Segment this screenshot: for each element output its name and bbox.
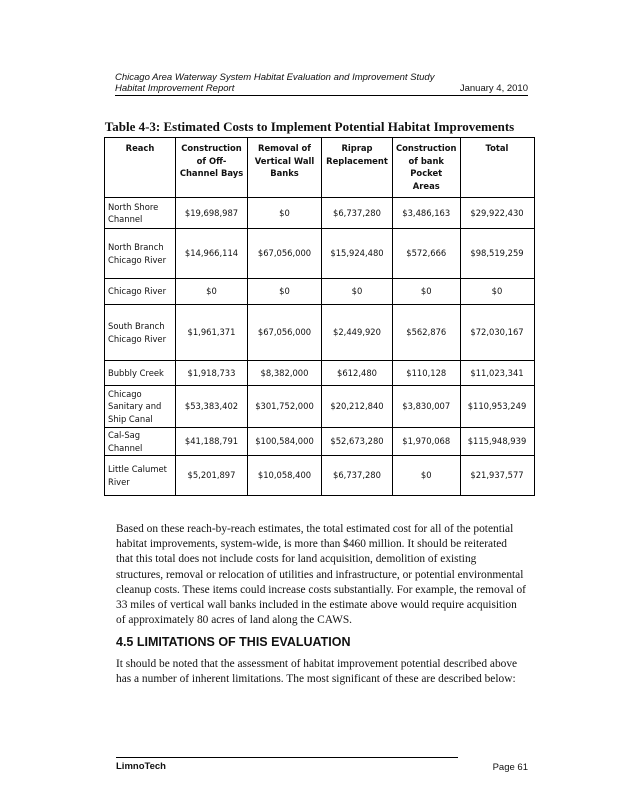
cost-cell: $1,961,371	[175, 304, 248, 361]
cost-cell: $41,188,791	[175, 427, 248, 456]
cost-cell: $67,056,000	[247, 304, 322, 361]
cost-cell: $115,948,939	[459, 427, 535, 456]
reach-name-cell: North Branch Chicago River	[104, 228, 176, 279]
footer-divider	[116, 757, 458, 758]
cost-cell: $0	[392, 455, 461, 496]
cost-cell: $0	[392, 278, 461, 305]
reach-name-cell: Chicago Sanitary and Ship Canal	[104, 385, 176, 428]
cost-cell: $21,937,577	[459, 455, 535, 496]
limitations-paragraph: It should be noted that the assessment o…	[116, 658, 518, 686]
cost-cell: $19,698,987	[175, 197, 248, 229]
cost-cell: $1,970,068	[392, 427, 461, 456]
header-divider	[115, 95, 528, 96]
table-row: North Branch Chicago River $14,966,114 $67…	[104, 228, 535, 279]
table-caption: Table 4-3: Estimated Costs to Implement …	[104, 119, 515, 134]
table-row: Bubbly Creek $1,918,733 $8,382,000 $612,480…	[104, 360, 535, 386]
cost-cell: $0	[321, 278, 393, 305]
cost-cell: $20,212,840	[321, 385, 393, 428]
cost-cell: $67,056,000	[247, 228, 322, 279]
cost-cell: $14,966,114	[175, 228, 248, 279]
cost-cell: $0	[459, 278, 535, 305]
cost-cell: $3,486,163	[392, 197, 461, 229]
cost-cell: $110,128	[392, 360, 461, 386]
cost-cell: $110,953,249	[459, 385, 535, 428]
reach-name-cell: Bubbly Creek	[104, 360, 176, 386]
report-date: January 4, 2010	[459, 83, 528, 94]
cost-cell: $6,737,280	[321, 455, 393, 496]
table-row: North Shore Channel $19,698,987 $0 $6,737,2…	[104, 197, 535, 229]
report-series-title: Chicago Area Waterway System Habitat Eva…	[115, 72, 435, 83]
running-header: Chicago Area Waterway System Habitat Eva…	[115, 72, 528, 94]
column-header: Riprap Replacement	[321, 137, 393, 198]
reach-name-cell: Chicago River	[104, 278, 176, 305]
table-row: Chicago Sanitary and Ship Canal $53,383,4…	[104, 385, 535, 428]
column-header: Construction of Off-Channel Bays	[175, 137, 248, 198]
column-header: Reach	[104, 137, 176, 198]
cost-cell: $0	[175, 278, 248, 305]
cost-cell: $3,830,007	[392, 385, 461, 428]
cost-cell: $11,023,341	[459, 360, 535, 386]
reach-name-cell: South Branch Chicago River	[104, 304, 176, 361]
report-title: Habitat Improvement Report	[115, 83, 235, 94]
cost-cell: $301,752,000	[247, 385, 322, 428]
reach-name-cell: Little Calumet River	[104, 455, 176, 496]
cost-cell: $572,666	[392, 228, 461, 279]
cost-cell: $612,480	[321, 360, 393, 386]
table-row: South Branch Chicago River $1,961,371 $67,…	[104, 304, 535, 361]
cost-cell: $52,673,280	[321, 427, 393, 456]
cost-cell: $53,383,402	[175, 385, 248, 428]
cost-cell: $8,382,000	[247, 360, 322, 386]
reach-name-cell: Cal-Sag Channel	[104, 427, 176, 456]
table-row: Chicago River $0 $0 $0 $0 $0	[104, 278, 535, 305]
column-header: Removal of Vertical Wall Banks	[247, 137, 322, 198]
cost-cell: $562,876	[392, 304, 461, 361]
column-header: Total	[459, 137, 535, 198]
section-heading: 4.5 LIMITATIONS OF THIS EVALUATION	[116, 635, 351, 649]
table-body: North Shore Channel $19,698,987 $0 $6,737,2…	[104, 197, 535, 496]
cost-cell: $1,918,733	[175, 360, 248, 386]
cost-cell: $100,584,000	[247, 427, 322, 456]
reach-name-cell: North Shore Channel	[104, 197, 176, 229]
page-number: Page 61	[492, 762, 528, 773]
table-row: Little Calumet River $5,201,897 $10,058,40…	[104, 455, 535, 496]
cost-summary-paragraph: Based on these reach-by-reach estimates,…	[116, 523, 526, 627]
cost-cell: $5,201,897	[175, 455, 248, 496]
cost-cell: $0	[247, 197, 322, 229]
table-header-row: Reach Construction of Off-Channel Bays Rem…	[104, 137, 535, 198]
cost-cell: $2,449,920	[321, 304, 393, 361]
cost-cell: $0	[247, 278, 322, 305]
footer-company: LimnoTech	[116, 761, 166, 772]
cost-cell: $10,058,400	[247, 455, 322, 496]
table-row: Cal-Sag Channel $41,188,791 $100,584,000 $5…	[104, 427, 535, 456]
cost-cell: $98,519,259	[459, 228, 535, 279]
column-header: Construction of bank Pocket Areas	[392, 137, 461, 198]
cost-cell: $29,922,430	[459, 197, 535, 229]
cost-cell: $6,737,280	[321, 197, 393, 229]
cost-cell: $15,924,480	[321, 228, 393, 279]
cost-table: Reach Construction of Off-Channel Bays Rem…	[104, 137, 535, 496]
cost-cell: $72,030,167	[459, 304, 535, 361]
